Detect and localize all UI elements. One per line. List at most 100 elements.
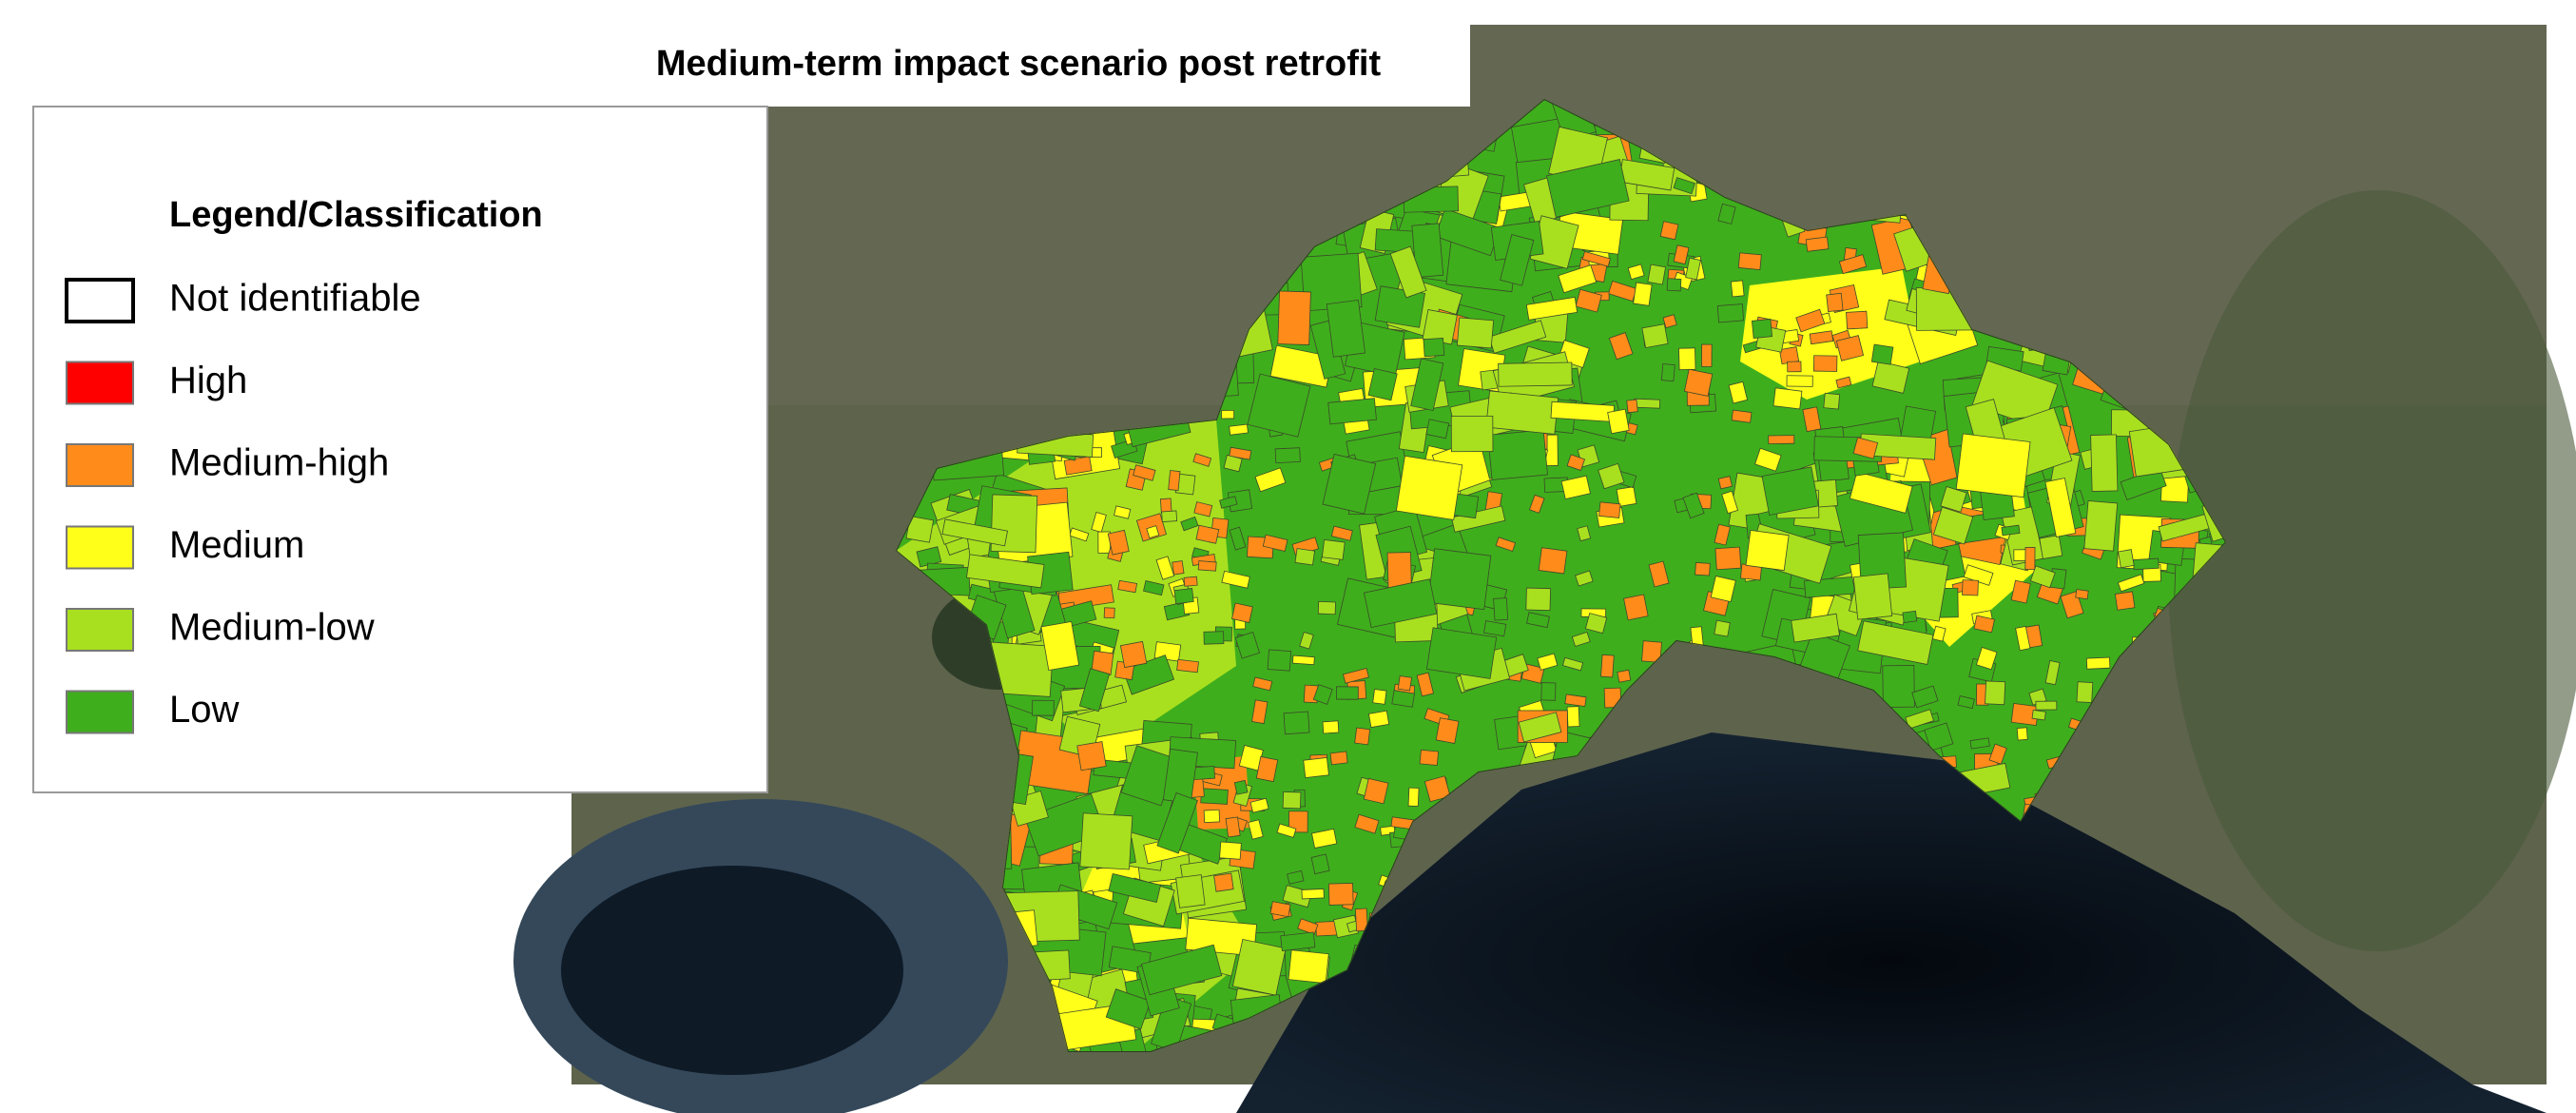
district-parcel xyxy=(1525,296,1579,321)
district-parcel xyxy=(1329,751,1348,766)
district-parcel xyxy=(1172,560,1185,576)
district-parcel xyxy=(1882,665,1915,708)
district-parcel xyxy=(1717,203,1736,225)
district-parcel xyxy=(1558,264,1598,294)
district-parcel xyxy=(1500,234,1535,286)
district-parcel xyxy=(1155,556,1175,580)
legend-label: High xyxy=(169,360,247,401)
district-parcel xyxy=(1852,573,1893,620)
district-parcel xyxy=(1737,252,1762,270)
district-parcel xyxy=(1069,527,1090,542)
district-parcel xyxy=(1425,419,1450,439)
district-parcel xyxy=(1280,931,1316,951)
district-parcel xyxy=(1812,355,1838,372)
district-parcel xyxy=(1805,236,1830,252)
district-parcel xyxy=(1577,525,1592,542)
district-parcel xyxy=(1564,693,1587,708)
district-parcel xyxy=(1219,496,1238,509)
district-parcel xyxy=(1103,607,1115,619)
district-parcel xyxy=(1301,888,1325,900)
district-parcel xyxy=(1354,813,1380,834)
district-parcel xyxy=(1701,343,1713,367)
district-parcel xyxy=(1498,361,1573,387)
district-parcel xyxy=(1871,361,1910,394)
district-parcel xyxy=(1183,576,1198,587)
legend-label: Medium xyxy=(169,524,304,566)
legend-label: Medium-low xyxy=(169,607,375,649)
district-parcel xyxy=(1407,787,1420,807)
district-parcel xyxy=(1156,791,1198,854)
legend-label: Medium-high xyxy=(169,442,389,484)
district-parcel xyxy=(1225,816,1241,838)
district-parcel xyxy=(1342,668,1369,684)
district-parcel xyxy=(1040,620,1080,672)
district-parcel xyxy=(1267,649,1292,672)
district-parcel xyxy=(1321,538,1346,560)
legend-label: Low xyxy=(169,689,239,731)
district-parcel xyxy=(1685,257,1701,281)
district-parcel xyxy=(1176,658,1199,674)
district-parcel xyxy=(1647,264,1667,285)
district-parcel xyxy=(1249,797,1269,813)
district-parcel xyxy=(1024,792,1106,857)
district-parcel xyxy=(2016,727,2028,741)
district-parcel xyxy=(1838,254,1868,275)
district-parcel xyxy=(1389,245,1427,299)
district-parcel xyxy=(1728,381,1749,404)
district-parcel xyxy=(1571,632,1591,648)
district-parcel xyxy=(1988,743,2007,765)
district-parcel xyxy=(1608,332,1634,361)
district-parcel xyxy=(1823,392,1841,410)
district-parcel xyxy=(1485,390,1559,435)
district-parcel xyxy=(1327,883,1354,906)
district-parcel xyxy=(1678,347,1696,371)
district-parcel xyxy=(1617,669,1632,683)
district-parcel xyxy=(1962,579,1979,596)
district-parcel xyxy=(1326,300,1365,358)
district-parcel xyxy=(1616,486,1637,507)
district-parcel xyxy=(2133,557,2160,571)
district-parcel xyxy=(1581,250,1611,267)
district-parcel xyxy=(1714,546,1742,571)
district-parcel xyxy=(1363,578,1438,629)
district-parcel xyxy=(1754,447,1782,472)
district-parcel xyxy=(1985,680,2006,706)
district-parcel xyxy=(1924,722,1954,752)
district-parcel xyxy=(1659,221,1679,241)
district-parcel xyxy=(1450,415,1494,453)
district-parcel xyxy=(1367,710,1390,729)
district-parcel xyxy=(1234,632,1261,659)
district-parcel xyxy=(1032,699,1055,716)
district-parcel xyxy=(1297,918,1319,935)
district-parcel xyxy=(1660,363,1675,382)
district-parcel xyxy=(1397,675,1412,692)
district-parcel xyxy=(1223,454,1243,473)
district-parcel xyxy=(1427,548,1492,611)
district-parcel xyxy=(1180,516,1199,532)
district-parcel xyxy=(1931,625,1947,642)
district-parcel xyxy=(1161,510,1178,523)
district-parcel xyxy=(1221,570,1250,589)
district-parcel xyxy=(1262,534,1288,552)
district-parcel xyxy=(1299,631,1314,650)
district-parcel xyxy=(1745,529,1790,572)
legend-title: Legend/Classification xyxy=(169,195,543,235)
district-parcel xyxy=(2031,710,2046,721)
map-title: Medium-term impact scenario post retrofi… xyxy=(656,44,1382,84)
district-parcel xyxy=(1761,466,1819,517)
district-parcel xyxy=(1363,777,1389,805)
district-parcel xyxy=(1772,387,1803,410)
district-parcel xyxy=(1940,486,1967,513)
district-parcel xyxy=(1294,548,1315,566)
district-parcel xyxy=(1213,872,1234,892)
legend-swatch xyxy=(66,443,134,487)
district-parcel xyxy=(1493,597,1509,621)
district-parcel xyxy=(1566,706,1580,728)
district-parcel xyxy=(2117,574,2145,593)
district-parcel xyxy=(1395,455,1463,520)
district-parcel xyxy=(1911,685,1939,709)
district-parcel xyxy=(2024,546,2036,571)
district-parcel xyxy=(1846,310,1869,330)
